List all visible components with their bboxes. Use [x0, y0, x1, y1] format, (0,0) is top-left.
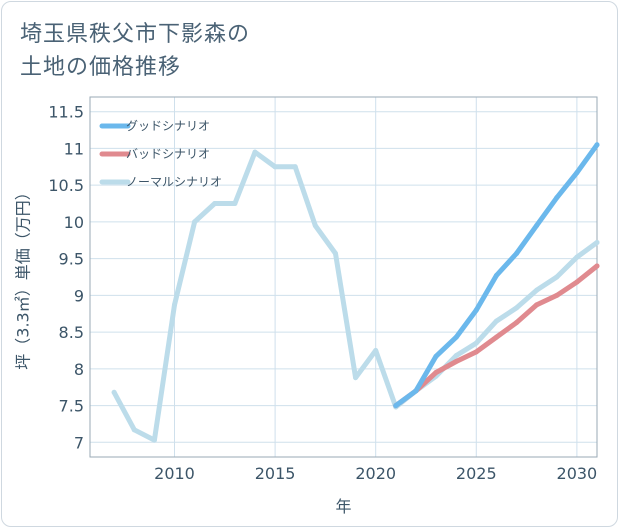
y-tick-label: 9 [74, 286, 84, 305]
data-point [353, 375, 359, 381]
chart-title: 埼玉県秩父市下影森の 土地の価格推移 [20, 18, 250, 84]
legend-item: グッドシナリオ [99, 119, 210, 133]
data-point [292, 164, 298, 170]
data-point [131, 427, 137, 433]
grid-lines [90, 97, 597, 457]
series-1 [393, 142, 600, 409]
x-tick-label: 2030 [557, 464, 598, 483]
legend-label: グッドシナリオ [126, 119, 210, 133]
series-2 [393, 263, 600, 409]
data-point [332, 250, 338, 256]
data-point [393, 403, 399, 409]
data-point [453, 358, 459, 364]
data-point [473, 349, 479, 355]
y-tick-label: 11.5 [48, 103, 84, 122]
x-tick-label: 2025 [456, 464, 497, 483]
data-point [534, 287, 540, 293]
chart-title-line-1: 埼玉県秩父市下影森の [20, 22, 251, 47]
data-point [453, 353, 459, 359]
data-point [473, 307, 479, 313]
data-point [232, 201, 238, 207]
data-point [534, 223, 540, 229]
data-point [192, 219, 198, 225]
data-point [574, 254, 580, 260]
data-point [433, 370, 439, 376]
legend-label: バッドシナリオ [126, 147, 210, 161]
x-axis-title: 年 [335, 497, 351, 516]
data-point [574, 170, 580, 176]
data-point [594, 263, 600, 269]
data-point [514, 250, 520, 256]
data-point [514, 305, 520, 311]
series-line [111, 149, 600, 443]
chart-title-line-2: 土地の価格推移 [20, 55, 182, 80]
data-point [493, 318, 499, 324]
data-point [493, 273, 499, 279]
legend-item: バッドシナリオ [99, 147, 210, 161]
series-layer [111, 142, 600, 443]
y-tick-label: 9.5 [59, 250, 84, 269]
data-point [413, 388, 419, 394]
y-tick-label: 7 [74, 433, 84, 452]
data-point [554, 274, 560, 280]
x-tick-label: 2010 [154, 464, 195, 483]
data-point [554, 292, 560, 298]
data-point [453, 334, 459, 340]
y-tick-label: 11 [64, 139, 84, 158]
data-point [312, 223, 318, 229]
data-point [574, 279, 580, 285]
y-tick-label: 10 [64, 213, 84, 232]
y-tick-label: 7.5 [59, 397, 84, 416]
data-point [212, 201, 218, 207]
x-tick-label: 2020 [355, 464, 396, 483]
data-point [151, 437, 157, 443]
plot-area-frame [89, 96, 598, 458]
data-point [272, 164, 278, 170]
y-axis-title: 坪（3.3㎡）単価（万円） [14, 184, 33, 369]
data-point [252, 149, 258, 155]
legend-label: ノーマルシナリオ [126, 175, 222, 189]
data-point [534, 302, 540, 308]
data-point [111, 389, 117, 395]
x-tick-label: 2015 [255, 464, 296, 483]
y-axis-ticks: 7 7.5 8 8.5 9 9.5 10 10.5 11 11.5 [48, 103, 84, 453]
y-tick-label: 10.5 [48, 176, 84, 195]
data-point [473, 340, 479, 346]
legend-item: ノーマルシナリオ [99, 175, 222, 189]
data-point [594, 239, 600, 245]
data-point [594, 142, 600, 148]
series-3 [111, 149, 600, 443]
y-tick-label: 8.5 [59, 323, 84, 342]
x-axis-ticks: 2010 2015 2020 2025 2030 [154, 464, 597, 483]
data-point [514, 320, 520, 326]
data-point [493, 334, 499, 340]
data-point [554, 195, 560, 201]
data-point [172, 302, 177, 308]
y-tick-label: 8 [74, 360, 84, 379]
data-point [373, 347, 379, 353]
data-point [433, 353, 439, 359]
